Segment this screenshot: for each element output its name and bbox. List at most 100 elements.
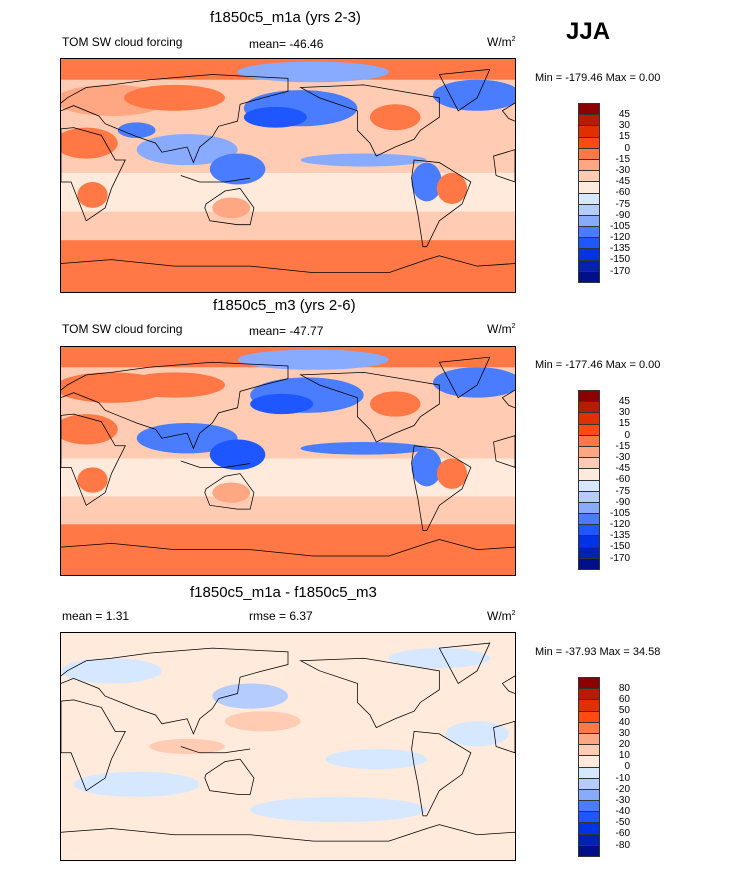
colorbar-label: 30 xyxy=(618,727,630,739)
panel-2-units: W/m2 xyxy=(487,322,516,336)
colorbar-label: -45 xyxy=(615,176,630,188)
colorbar-label: -135 xyxy=(609,530,630,542)
panel-1-colorbar-labels: 45 30 15 0 -15 -30 -45 -60 -75 -90 -105 -120 -135 -15… xyxy=(604,109,630,277)
colorbar-swatch xyxy=(579,446,599,459)
colorbar-swatch xyxy=(579,700,599,712)
colorbar-label: 30 xyxy=(618,407,630,419)
panel-3-minmax: Min = -37.93 Max = 34.58 xyxy=(535,646,661,658)
colorbar-swatch xyxy=(579,525,599,537)
colorbar-label: -120 xyxy=(609,232,630,244)
colorbar-swatch xyxy=(579,745,599,757)
colorbar-swatch xyxy=(579,391,599,403)
colorbar-label: 15 xyxy=(618,418,630,430)
colorbar-label: 50 xyxy=(618,705,630,717)
colorbar-label: 30 xyxy=(618,120,630,132)
panel-1-variable: TOM SW cloud forcing xyxy=(62,35,183,49)
panel-2-map xyxy=(60,346,516,576)
panel-3-rmse: rmse = 6.37 xyxy=(249,609,313,623)
colorbar-swatch xyxy=(579,558,599,569)
colorbar-swatch xyxy=(579,458,599,470)
colorbar-swatch xyxy=(579,171,599,183)
colorbar-swatch xyxy=(579,159,599,172)
colorbar-swatch xyxy=(579,711,599,723)
colorbar-label: -80 xyxy=(615,839,630,851)
colorbar-label: -30 xyxy=(615,164,630,176)
colorbar-swatch xyxy=(579,778,599,790)
colorbar-label: -60 xyxy=(615,187,630,199)
panel-3-map xyxy=(60,632,516,861)
colorbar-swatch xyxy=(579,215,599,228)
colorbar-label: 80 xyxy=(618,683,630,694)
colorbar-label: -75 xyxy=(615,485,630,497)
colorbar-label: 10 xyxy=(618,750,630,762)
colorbar-swatch xyxy=(579,722,599,734)
panel-2-minmax: Min = -177.46 Max = 0.00 xyxy=(535,359,661,371)
colorbar-label: -90 xyxy=(615,209,630,221)
colorbar-swatch xyxy=(579,789,599,802)
panel-2-mean: mean= -47.77 xyxy=(249,324,324,338)
colorbar-swatch xyxy=(579,227,599,239)
panel-1-units: W/m2 xyxy=(487,35,516,49)
colorbar-swatch xyxy=(579,249,599,261)
season-label: JJA xyxy=(566,18,611,45)
colorbar-label: -50 xyxy=(615,817,630,829)
colorbar-label: -170 xyxy=(609,265,630,277)
colorbar-swatch xyxy=(579,137,599,149)
colorbar-swatch xyxy=(579,733,599,746)
colorbar-label: 60 xyxy=(618,694,630,706)
colorbar-label: -45 xyxy=(615,463,630,475)
colorbar-swatch xyxy=(579,689,599,701)
colorbar-swatch xyxy=(579,469,599,481)
colorbar-swatch xyxy=(579,767,599,779)
colorbar-swatch xyxy=(579,845,599,856)
panel-2-variable: TOM SW cloud forcing xyxy=(62,322,183,336)
colorbar-swatch xyxy=(579,502,599,515)
panel-3-colorbar-labels: 80 60 50 40 30 20 10 0 -10 -20 -30 -40 -50 -60 -80 xyxy=(604,683,630,851)
panel-1-title: f1850c5_m1a (yrs 2-3) xyxy=(210,9,361,26)
colorbar-label: -15 xyxy=(615,153,630,165)
colorbar-swatch xyxy=(579,801,599,813)
colorbar-swatch xyxy=(579,238,599,250)
panel-3-title: f1850c5_m1a - f1850c5_m3 xyxy=(190,584,377,601)
colorbar-swatch xyxy=(579,547,599,559)
colorbar-swatch xyxy=(579,402,599,414)
colorbar-swatch xyxy=(579,193,599,205)
colorbar-label: -135 xyxy=(609,243,630,255)
colorbar-label: -150 xyxy=(609,541,630,553)
panel-3-units: W/m2 xyxy=(487,609,516,623)
colorbar-swatch xyxy=(579,536,599,548)
colorbar-swatch xyxy=(579,126,599,138)
colorbar-label: -20 xyxy=(615,783,630,795)
panel-1-map xyxy=(60,58,516,293)
panel-1-minmax: Min = -179.46 Max = 0.00 xyxy=(535,72,661,84)
colorbar-label: 0 xyxy=(624,761,630,773)
colorbar-label: 0 xyxy=(624,429,630,441)
colorbar-label: -15 xyxy=(615,440,630,452)
colorbar-label: 45 xyxy=(618,109,630,120)
colorbar-label: -105 xyxy=(609,220,630,232)
colorbar-swatch xyxy=(579,204,599,216)
colorbar-label: 45 xyxy=(618,396,630,407)
colorbar-label: -60 xyxy=(615,828,630,840)
colorbar-label: 40 xyxy=(618,716,630,728)
colorbar-swatch xyxy=(579,491,599,503)
colorbar-swatch xyxy=(579,812,599,824)
panel-2-title: f1850c5_m3 (yrs 2-6) xyxy=(213,297,356,314)
colorbar-swatch xyxy=(579,413,599,425)
colorbar-label: -90 xyxy=(615,496,630,508)
colorbar-label: -40 xyxy=(615,806,630,818)
colorbar-label: 0 xyxy=(624,142,630,154)
colorbar-label: -150 xyxy=(609,254,630,266)
panel-2-colorbar xyxy=(578,390,600,570)
panel-3-mean: mean = 1.31 xyxy=(62,609,130,623)
panel-1-colorbar xyxy=(578,103,600,283)
panel-1-mean: mean= -46.46 xyxy=(249,37,324,51)
colorbar-label: 15 xyxy=(618,131,630,143)
colorbar-label: -30 xyxy=(615,794,630,806)
colorbar-swatch xyxy=(579,823,599,835)
colorbar-label: -105 xyxy=(609,507,630,519)
colorbar-label: -60 xyxy=(615,474,630,486)
colorbar-swatch xyxy=(579,424,599,436)
colorbar-swatch xyxy=(579,148,599,160)
